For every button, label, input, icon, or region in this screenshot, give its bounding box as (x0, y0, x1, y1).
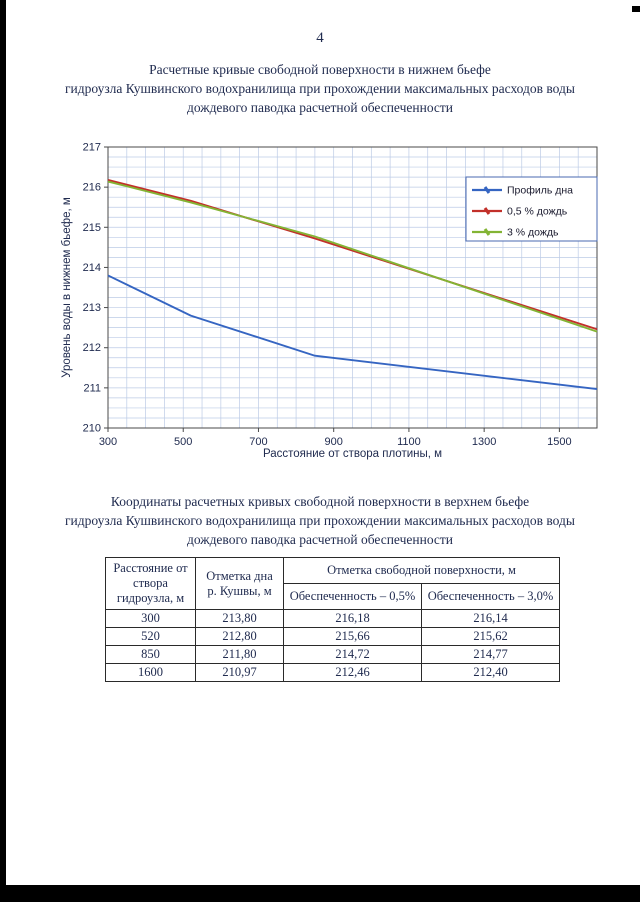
y-tick-label: 210 (83, 423, 101, 435)
col-header-probability-05: Обеспеченность – 0,5% (283, 583, 422, 610)
col-header-probability-30: Обеспеченность – 3,0% (421, 583, 560, 610)
y-axis-title: Уровень воды в нижнем бьефе, м (61, 197, 73, 378)
water-level-chart: 210 211 212 213 214 215 216 217 300 500 700 900 1100… (56, 139, 601, 462)
x-tick-label: 900 (325, 436, 343, 448)
series-line (107, 274, 598, 391)
col-header-distance: Расстояние от створа гидроузла, м (105, 557, 196, 610)
header-row-1: Расстояние от створа гидроузла, м Отметк… (105, 557, 560, 610)
table-cell: 215,66 (283, 627, 422, 646)
y-tick-label: 214 (83, 262, 101, 274)
table-cell: 210,97 (195, 663, 284, 682)
y-tick-label: 215 (83, 222, 101, 234)
table-cell: 850 (105, 645, 196, 664)
legend-box (465, 176, 598, 242)
x-tick-label: 1100 (397, 436, 421, 448)
scan-artifact-top-right (632, 6, 640, 12)
table-row: 1600 210,97 212,46 212,40 (105, 663, 560, 682)
table-title: Координаты расчетных кривых свободной по… (30, 492, 610, 549)
y-tick-label: 216 (83, 182, 101, 194)
x-tick-label: 500 (174, 436, 192, 448)
chart-title-line-3: дождевого паводка расчетной обеспеченнос… (186, 100, 454, 115)
table-cell: 211,80 (195, 645, 284, 664)
legend-label: 0,5 % дождь (507, 206, 568, 218)
table-cell: 214,77 (421, 645, 560, 664)
table-title-line-3: дождевого паводка расчетной обеспеченнос… (186, 532, 454, 547)
x-axis-title: Расстояние от створа плотины, м (263, 448, 442, 460)
series-line (107, 180, 598, 333)
table-title-line-2: гидроузла Кушвинского водохранилища при … (64, 513, 575, 528)
header-row-2: Обеспеченность – 0,5% Обеспеченность – 3… (106, 583, 560, 610)
chart-title-line-2: гидроузла Кушвинского водохранилища при … (64, 81, 575, 96)
table-cell: 212,80 (195, 627, 284, 646)
scan-artifact-left-edge (0, 0, 6, 902)
x-tick-label: 700 (249, 436, 267, 448)
x-tick-label: 300 (99, 436, 117, 448)
coordinates-table-header: Расстояние от створа гидроузла, м Отметк… (105, 557, 560, 610)
table-title-line-1: Координаты расчетных кривых свободной по… (110, 494, 530, 509)
table-cell: 216,18 (283, 609, 422, 628)
table-row: 850 211,80 214,72 214,77 (105, 645, 560, 664)
chart-title-line-1: Расчетные кривые свободной поверхности в… (149, 62, 491, 77)
page-number: 4 (316, 30, 324, 46)
table-row: 300 213,80 216,18 216,14 (105, 609, 560, 628)
legend-marker (483, 207, 491, 215)
col-header-bottom-elevation: Отметка дна р. Кушвы, м (195, 557, 284, 610)
y-tick-label: 212 (83, 342, 101, 354)
table-cell: 212,40 (421, 663, 560, 682)
plot-border (107, 146, 598, 429)
scan-artifact-bottom-edge (0, 885, 640, 902)
y-tick-label: 211 (83, 382, 101, 394)
table-cell: 216,14 (421, 609, 560, 628)
table-cell: 215,62 (421, 627, 560, 646)
col-header-surface-group: Отметка свободной поверхности, м (283, 557, 560, 584)
x-tick-label: 1300 (472, 436, 496, 448)
coordinates-table: Расстояние от створа гидроузла, м Отметк… (105, 557, 560, 682)
table-cell: 1600 (105, 663, 196, 682)
table-cell: 212,46 (283, 663, 422, 682)
table-cell: 213,80 (195, 609, 284, 628)
y-tick-label: 217 (83, 142, 101, 154)
legend-label: Профиль дна (507, 185, 573, 197)
table-cell: 520 (105, 627, 196, 646)
chart-title: Расчетные кривые свободной поверхности в… (30, 60, 610, 117)
legend-marker (483, 186, 491, 194)
table-row: 520 212,80 215,66 215,62 (105, 627, 560, 646)
y-tick-label: 213 (83, 302, 101, 314)
legend-marker (483, 228, 491, 236)
water-level-chart-svg: 210 211 212 213 214 215 216 217 300 500 700 900 1100… (61, 142, 598, 460)
x-tick-label: 1500 (547, 436, 571, 448)
coordinates-table-body: 300 213,80 216,18 216,14 520 212,80 215,66 215,… (105, 609, 560, 682)
legend-label: 3 % дождь (507, 227, 559, 239)
table-cell: 214,72 (283, 645, 422, 664)
table-cell: 300 (105, 609, 196, 628)
